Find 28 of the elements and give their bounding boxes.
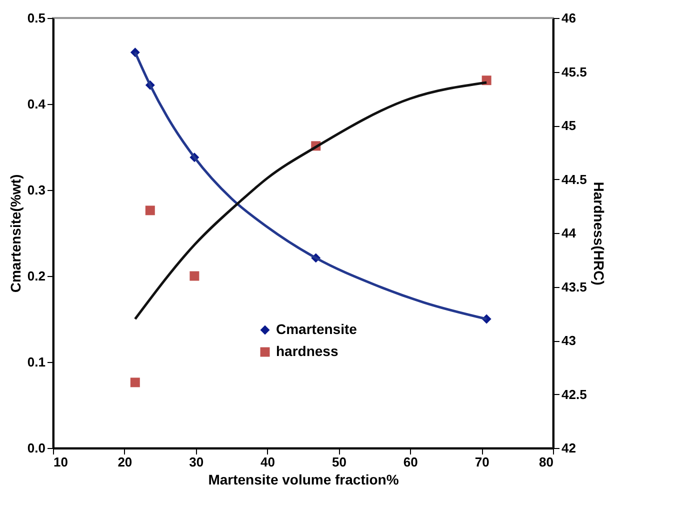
y-tick-label: 0.2 <box>27 268 46 284</box>
legend-label: hardness <box>276 343 338 359</box>
y2-tick-label: 42 <box>562 440 576 456</box>
x-tick-label: 80 <box>539 454 554 470</box>
y2-tick-label: 42.5 <box>562 386 587 402</box>
x-axis-title: Martensite volume fraction% <box>208 472 400 488</box>
x-tick-label: 30 <box>189 454 204 470</box>
y-axis-title: Cmartensite(%wt) <box>7 174 24 293</box>
y-tick-label: 0.4 <box>27 96 46 112</box>
legend-label: Cmartensite <box>276 321 358 337</box>
y2-axis-title: Hardness(HRC) <box>590 182 607 286</box>
x-tick-label: 20 <box>118 454 132 470</box>
x-tick-label: 50 <box>332 454 346 470</box>
y-tick-label: 0.3 <box>27 182 46 198</box>
y2-tick-label: 46 <box>562 10 576 26</box>
y2-tick-label: 43.5 <box>562 279 587 294</box>
y-tick-label: 0.1 <box>27 354 46 370</box>
x-tick-label: 60 <box>403 454 418 470</box>
x-tick-label: 40 <box>260 454 276 470</box>
x-tick-label: 70 <box>474 454 490 470</box>
y-tick-label: 0.5 <box>27 10 46 26</box>
y-tick-label: 0.0 <box>27 440 46 456</box>
y2-tick-label: 44 <box>562 226 577 240</box>
x-tick-label: 10 <box>54 454 68 470</box>
y2-tick-label: 45 <box>562 118 576 133</box>
y2-tick-label: 43 <box>562 333 576 348</box>
y2-tick-label: 45.5 <box>562 64 587 80</box>
y2-tick-label: 44.5 <box>562 172 587 187</box>
